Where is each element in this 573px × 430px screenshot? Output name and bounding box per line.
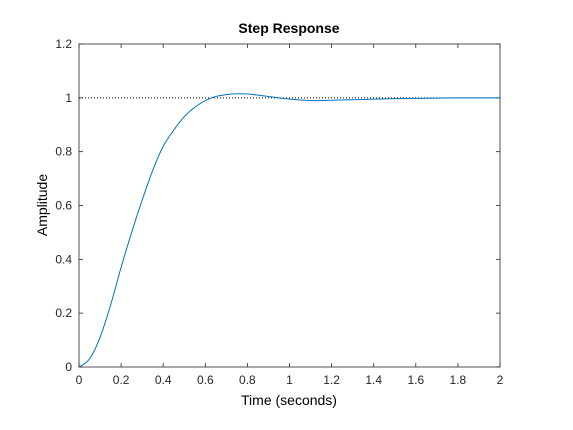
y-tick-label: 0 [65,360,72,374]
y-tick-label: 0.6 [55,199,72,213]
x-tick-label: 2 [497,373,504,387]
x-tick-label: 0.2 [113,373,130,387]
x-tick-label: 1.6 [407,373,424,387]
x-tick-label: 0.6 [197,373,214,387]
step-response-line [78,93,500,368]
y-tick-label: 1.2 [55,37,72,51]
x-tick-label: 1.4 [365,373,382,387]
x-tick-label: 0 [76,373,83,387]
x-tick-label: 0.8 [239,373,256,387]
axes-box [78,43,501,368]
x-tick-label: 0.4 [155,373,172,387]
y-axis-label: Amplitude [34,174,50,236]
y-tick-label: 0.4 [55,252,72,266]
x-tick-label: 1.8 [450,373,467,387]
x-tick-label: 1 [286,373,293,387]
y-tick-label: 0.8 [55,145,72,159]
x-axis-label: Time (seconds) [241,392,337,408]
plot-area: 0 0.2 0.4 0.6 0.8 1 1.2 1.4 1.6 1.8 2 0 0.2 0.4 0.6 0.8… [55,37,503,387]
y-tick-label: 0.2 [55,306,72,320]
y-tick-label: 1 [65,91,72,105]
chart-title: Step Response [238,20,339,36]
x-tick-label: 1.2 [323,373,340,387]
